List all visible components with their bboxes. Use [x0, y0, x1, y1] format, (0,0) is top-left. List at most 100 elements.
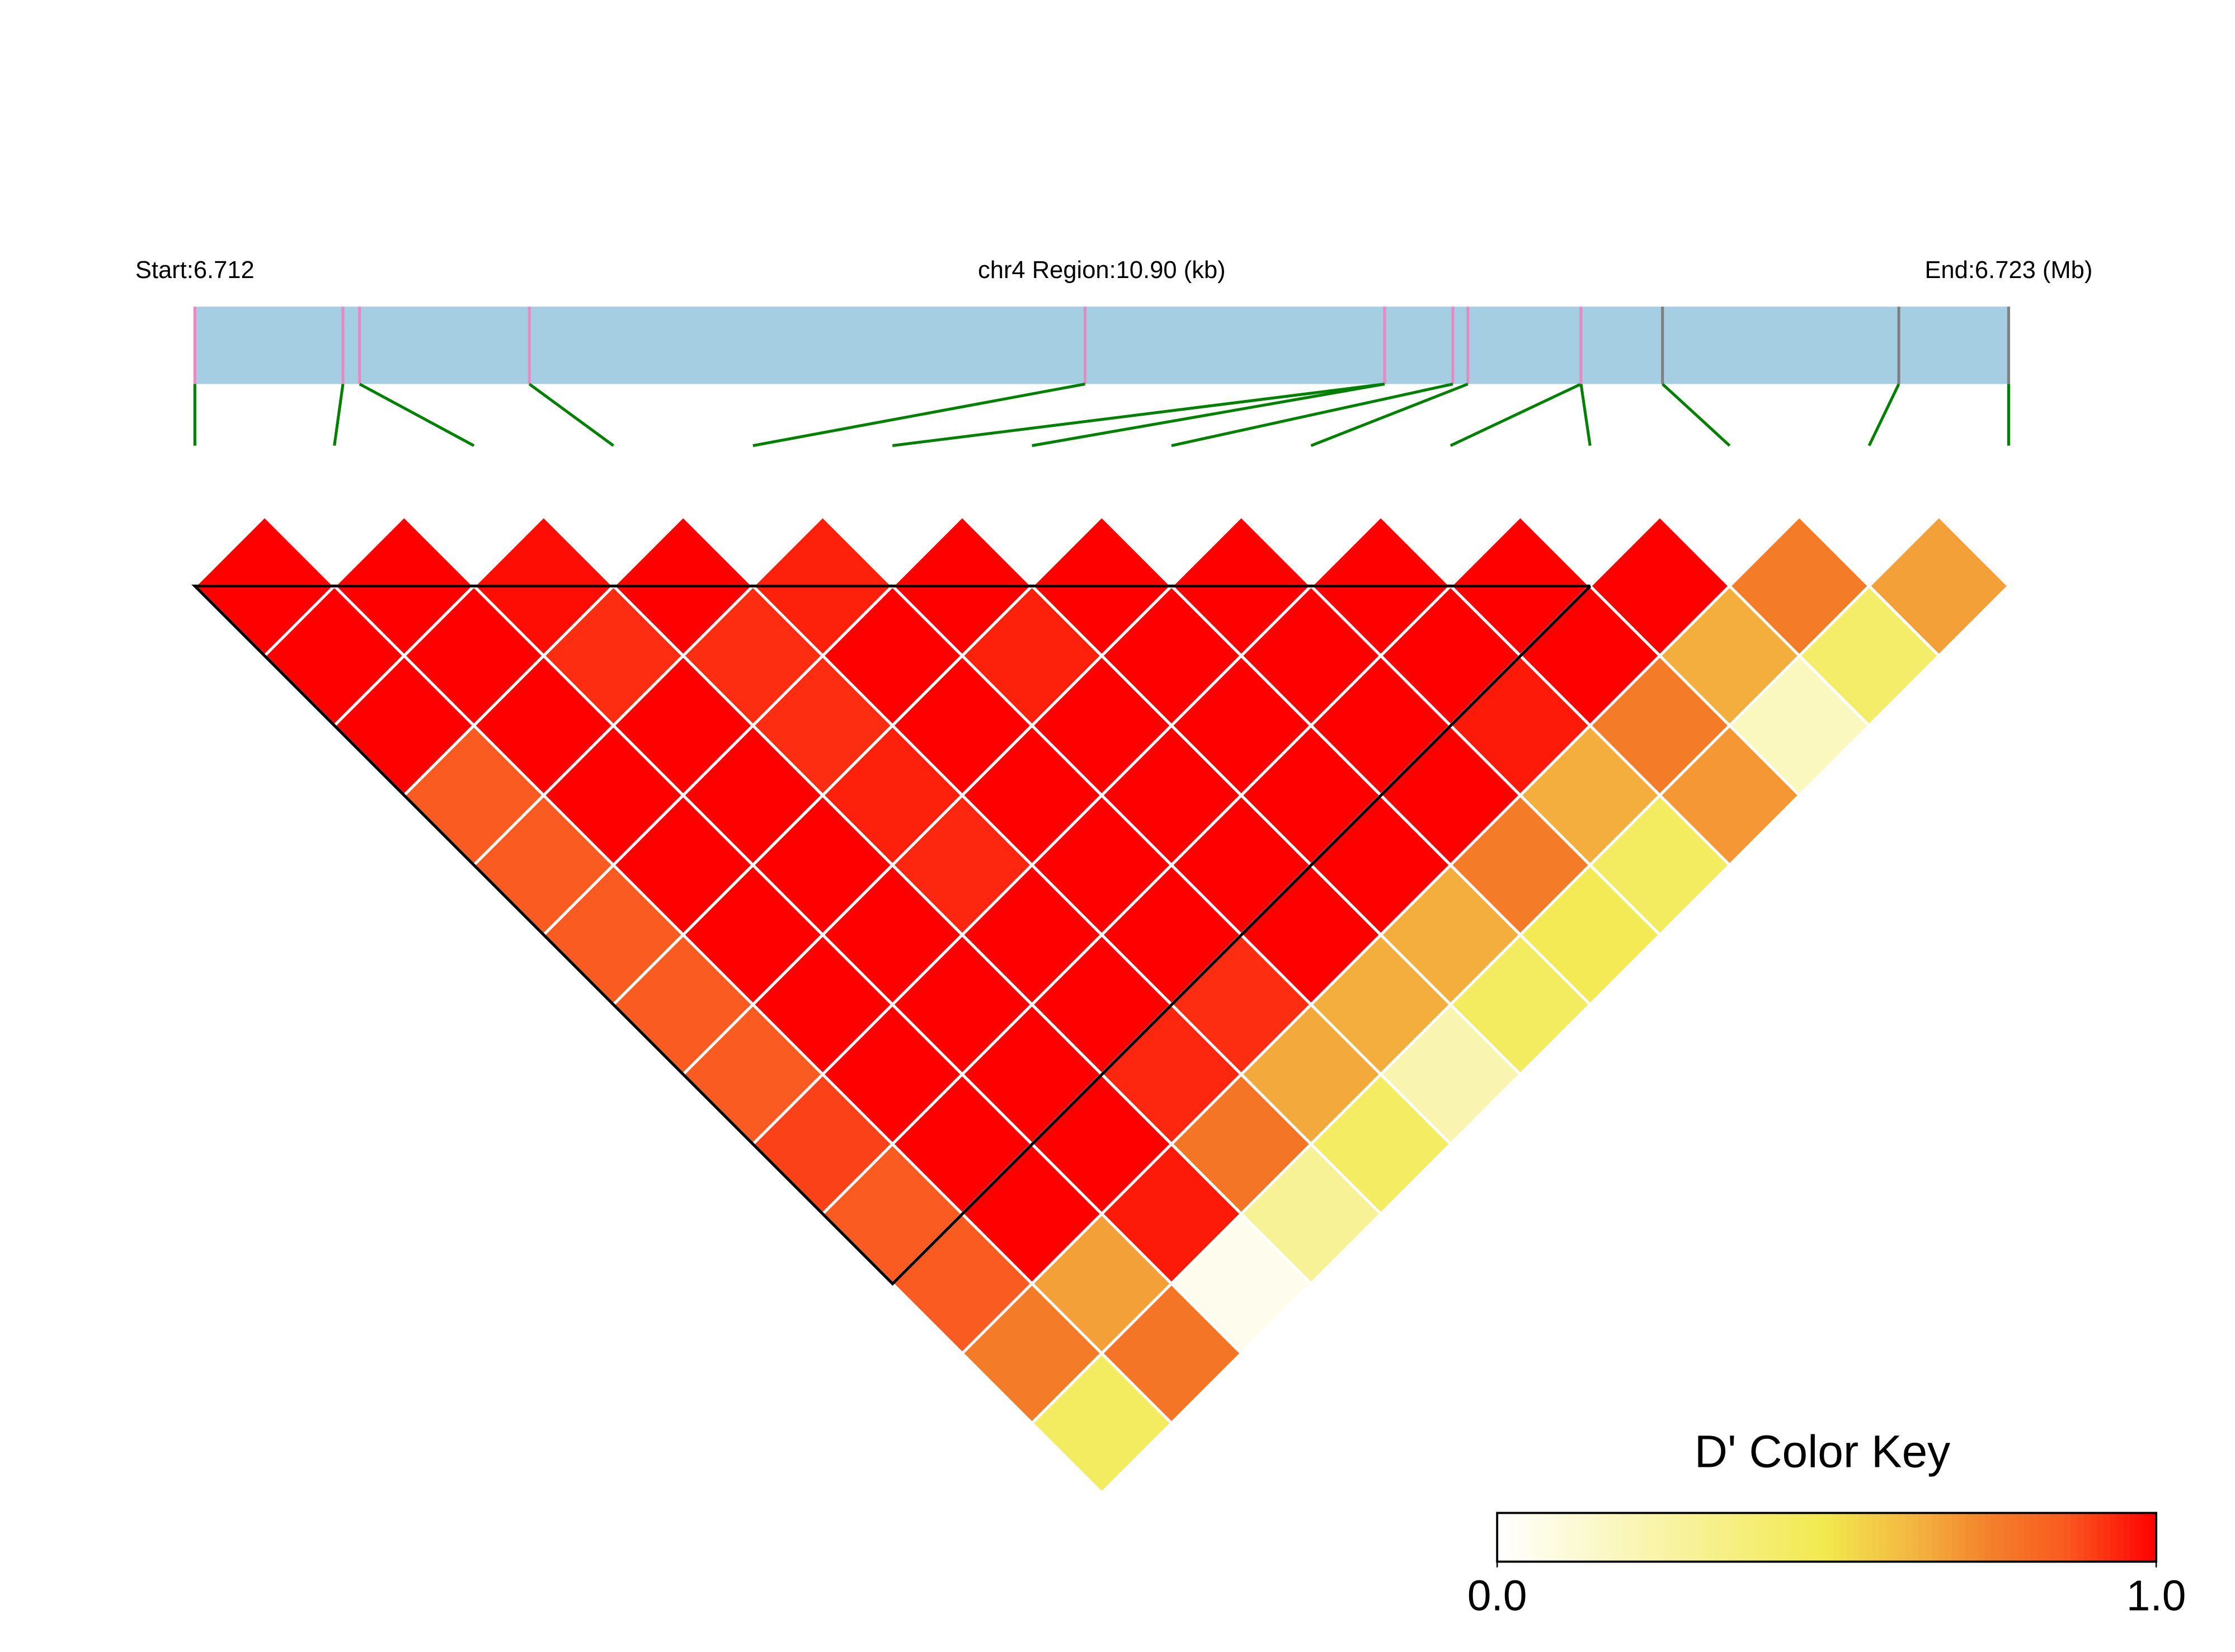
snp-link	[1032, 382, 1385, 448]
color-key-swatch	[1971, 1513, 1979, 1562]
color-key-swatch	[1839, 1513, 1848, 1562]
color-key-swatch	[1767, 1513, 1775, 1562]
color-key-swatch	[1556, 1513, 1564, 1562]
snp-link	[1867, 383, 1900, 446]
color-key-swatch	[1965, 1513, 1973, 1562]
color-key-swatch	[1787, 1513, 1795, 1562]
color-key-swatch	[1550, 1513, 1558, 1562]
color-key-swatch	[1905, 1513, 1913, 1562]
color-key-swatch	[1497, 1513, 1505, 1562]
color-key-swatch	[1510, 1513, 1518, 1562]
color-key-swatch	[1616, 1513, 1624, 1562]
color-key-swatch	[2110, 1513, 2118, 1562]
color-key-swatch	[1998, 1513, 2006, 1562]
color-key-swatch	[1820, 1513, 1828, 1562]
color-key-swatch	[1714, 1513, 1723, 1562]
color-key-swatch	[1984, 1513, 1993, 1562]
color-key-swatch	[2143, 1513, 2151, 1562]
color-key-swatch	[2130, 1513, 2138, 1562]
snp-link	[528, 383, 614, 447]
color-key-swatch	[1655, 1513, 1663, 1562]
color-key-swatch	[1569, 1513, 1578, 1562]
color-key-label: 1.0	[2126, 1572, 2186, 1620]
color-key-swatch	[1912, 1513, 1920, 1562]
color-key-swatch	[2038, 1513, 2045, 1562]
snp-link	[752, 382, 1086, 448]
color-key-swatch	[1523, 1513, 1531, 1562]
region-label: chr4 Region:10.90 (kb)	[978, 257, 1226, 284]
ld-block-outline	[191, 584, 1592, 1286]
color-key-swatch	[1853, 1513, 1861, 1562]
color-key-swatch	[1978, 1513, 1986, 1562]
color-key-swatch	[1833, 1513, 1841, 1562]
color-key-swatch	[1708, 1513, 1716, 1562]
color-key-swatch	[1589, 1513, 1597, 1562]
color-key-swatch	[1951, 1513, 1960, 1562]
color-key-swatch	[1734, 1513, 1742, 1562]
color-key-swatch	[1892, 1513, 1900, 1562]
color-key-swatch	[2017, 1513, 2026, 1562]
color-key-swatch	[1622, 1513, 1630, 1562]
snp-link	[1661, 383, 1731, 447]
snp-link	[1171, 382, 1453, 448]
color-key-label: 0.0	[1467, 1572, 1527, 1620]
color-key-swatch	[1945, 1513, 1953, 1562]
color-key-swatch	[1728, 1513, 1735, 1562]
color-key-swatch	[1813, 1513, 1821, 1562]
color-key-swatch	[1780, 1513, 1788, 1562]
color-key-swatch	[1701, 1513, 1709, 1562]
color-key-swatch	[1688, 1513, 1696, 1562]
color-key-swatch	[2116, 1513, 2124, 1562]
snp-link	[1450, 383, 1582, 447]
color-key-swatch	[1536, 1513, 1545, 1562]
color-key-swatch	[2057, 1513, 2065, 1562]
color-key-swatch	[1530, 1513, 1538, 1562]
color-key-swatch	[1866, 1513, 1874, 1562]
color-key-swatch	[1609, 1513, 1617, 1562]
end-label: End:6.723 (Mb)	[1925, 257, 2092, 284]
color-key-swatch	[1932, 1513, 1940, 1562]
color-key-swatch	[1668, 1513, 1676, 1562]
snp-link	[359, 383, 475, 447]
color-key-swatch	[1675, 1513, 1683, 1562]
color-key-swatch	[1872, 1513, 1880, 1562]
color-key-swatch	[1761, 1513, 1768, 1562]
color-key-swatch	[1649, 1513, 1657, 1562]
start-label: Start:6.712	[135, 257, 255, 284]
ld-cell	[1030, 1351, 1174, 1495]
snp-link	[1310, 383, 1469, 447]
color-key-swatch	[1642, 1513, 1650, 1562]
gene-bar	[195, 307, 2009, 384]
color-key-swatch	[1681, 1513, 1690, 1562]
color-key-swatch	[2005, 1513, 2012, 1562]
color-key-swatch	[1899, 1513, 1907, 1562]
color-key-swatch	[1583, 1513, 1591, 1562]
color-key-swatch	[1602, 1513, 1610, 1562]
color-key-swatch	[1629, 1513, 1637, 1562]
color-key-swatch	[2083, 1513, 2091, 1562]
color-key-swatch	[2064, 1513, 2072, 1562]
color-key-swatch	[1773, 1513, 1782, 1562]
color-key-swatch	[1517, 1513, 1524, 1562]
color-key-swatch	[1503, 1513, 1512, 1562]
color-key-swatch	[1800, 1513, 1808, 1562]
color-key-swatch	[2077, 1513, 2085, 1562]
color-key-swatch	[1919, 1513, 1927, 1562]
snp-link	[892, 382, 1385, 448]
color-key-swatch	[1925, 1513, 1933, 1562]
color-key-swatch	[1576, 1513, 1584, 1562]
color-key-swatch	[2090, 1513, 2098, 1562]
color-key-swatch	[2136, 1513, 2144, 1562]
color-key-swatch	[1695, 1513, 1702, 1562]
snp-link	[1579, 384, 1592, 446]
color-key-swatch	[1721, 1513, 1729, 1562]
color-key-swatch	[1635, 1513, 1643, 1562]
snp-link	[333, 384, 345, 446]
color-key-swatch	[2097, 1513, 2105, 1562]
legend-title: D' Color Key	[1695, 1427, 1950, 1477]
color-key-swatch	[1543, 1513, 1551, 1562]
color-key-swatch	[1991, 1513, 1999, 1562]
color-key-swatch	[1860, 1513, 1867, 1562]
